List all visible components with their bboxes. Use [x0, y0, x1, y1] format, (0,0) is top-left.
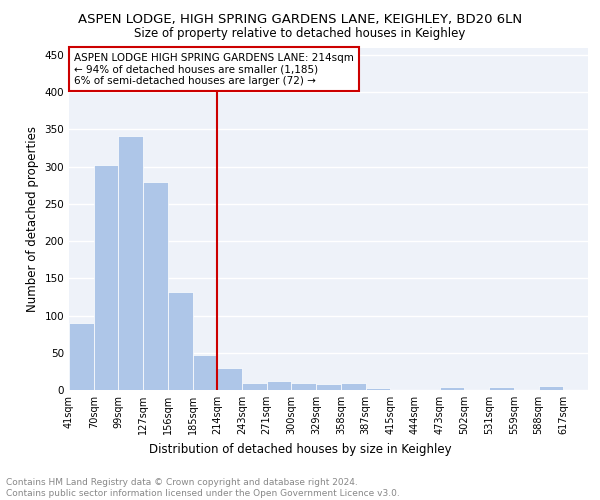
- Text: Size of property relative to detached houses in Keighley: Size of property relative to detached ho…: [134, 28, 466, 40]
- Bar: [118, 136, 143, 390]
- Text: Distribution of detached houses by size in Keighley: Distribution of detached houses by size …: [149, 442, 451, 456]
- Bar: [69, 323, 94, 390]
- Bar: [316, 384, 341, 390]
- Bar: [365, 388, 390, 390]
- Bar: [217, 368, 242, 390]
- Bar: [267, 381, 292, 390]
- Text: Contains HM Land Registry data © Crown copyright and database right 2024.
Contai: Contains HM Land Registry data © Crown c…: [6, 478, 400, 498]
- Bar: [193, 355, 217, 390]
- Bar: [341, 384, 365, 390]
- Bar: [242, 384, 267, 390]
- Bar: [292, 382, 316, 390]
- Bar: [143, 182, 168, 390]
- Y-axis label: Number of detached properties: Number of detached properties: [26, 126, 39, 312]
- Text: ASPEN LODGE HIGH SPRING GARDENS LANE: 214sqm
← 94% of detached houses are smalle: ASPEN LODGE HIGH SPRING GARDENS LANE: 21…: [74, 52, 354, 86]
- Bar: [539, 386, 563, 390]
- Text: ASPEN LODGE, HIGH SPRING GARDENS LANE, KEIGHLEY, BD20 6LN: ASPEN LODGE, HIGH SPRING GARDENS LANE, K…: [78, 12, 522, 26]
- Bar: [440, 387, 464, 390]
- Bar: [489, 387, 514, 390]
- Bar: [94, 165, 118, 390]
- Bar: [168, 292, 193, 390]
